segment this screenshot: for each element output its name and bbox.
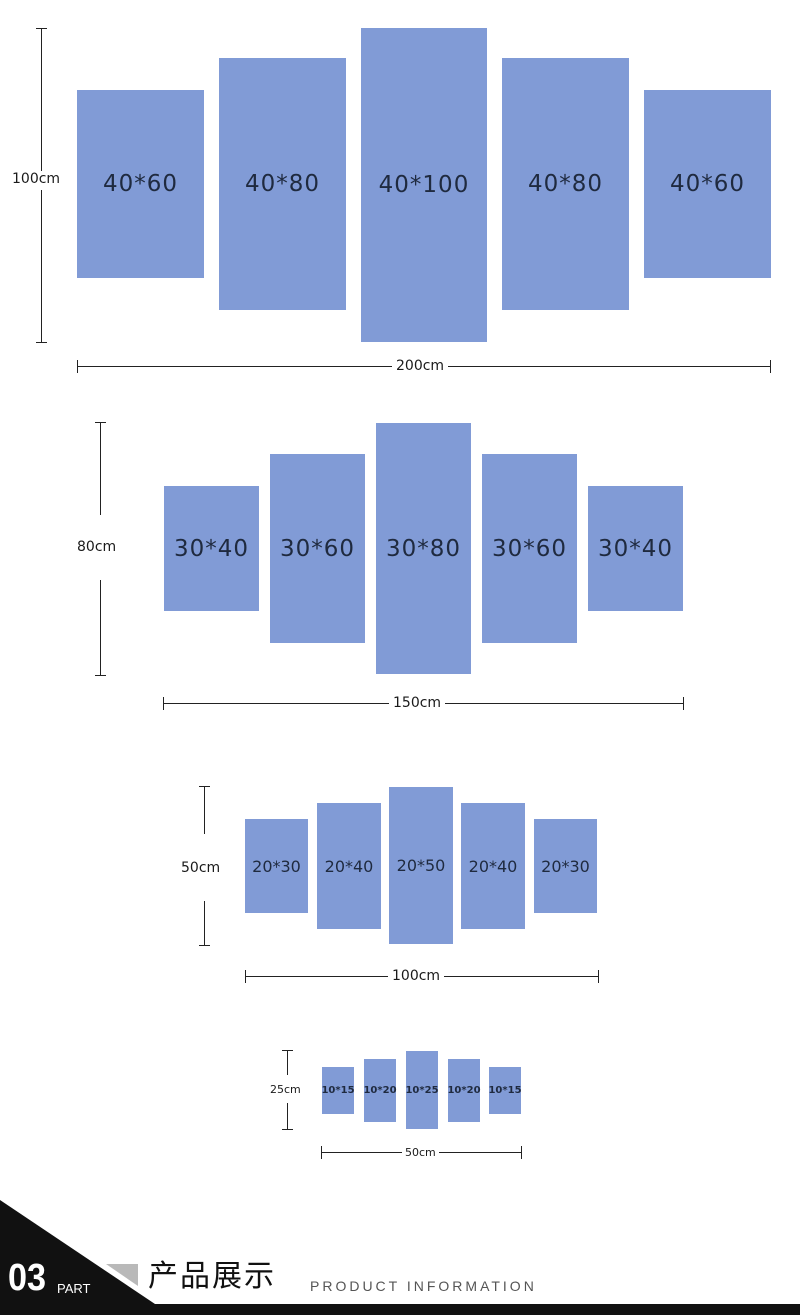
panel-size-label: 20*30 xyxy=(541,856,590,876)
canvas-panel: 30*40 xyxy=(164,486,259,611)
dimension-cap xyxy=(199,786,210,787)
dimension-cap xyxy=(282,1050,293,1051)
canvas-panel: 30*80 xyxy=(376,423,471,674)
dimension-cap xyxy=(36,28,47,29)
panel-size-label: 40*60 xyxy=(669,171,746,197)
width-label: 200cm xyxy=(392,358,449,374)
panel-size-label: 20*30 xyxy=(252,856,301,876)
panel-size-label: 30*60 xyxy=(279,535,356,562)
dimension-cap xyxy=(36,342,47,343)
canvas-panel: 20*40 xyxy=(317,803,381,929)
height-label: 25cm xyxy=(270,1083,301,1096)
section-header: 03 PART 产品展示 PRODUCT INFORMATION xyxy=(0,1200,800,1315)
panel-size-label: 40*60 xyxy=(102,171,179,197)
width-dimension-line xyxy=(163,703,683,704)
canvas-panel: 10*20 xyxy=(363,1059,397,1122)
width-dimension-line xyxy=(321,1152,522,1153)
panel-size-label: 30*40 xyxy=(173,535,250,562)
canvas-panel: 40*80 xyxy=(219,58,346,310)
canvas-panel: 10*20 xyxy=(447,1059,481,1122)
dimension-cap xyxy=(282,1129,293,1130)
section-corner-triangle xyxy=(0,1200,155,1304)
panel-size-label: 40*80 xyxy=(244,171,321,197)
height-label: 100cm xyxy=(12,171,61,187)
dimension-cap xyxy=(321,1146,322,1159)
section-part-label: PART xyxy=(57,1281,91,1296)
width-label: 150cm xyxy=(389,695,446,711)
canvas-panel: 10*15 xyxy=(488,1067,522,1114)
height-dimension-line xyxy=(100,580,101,675)
section-number: 03 xyxy=(8,1257,47,1299)
canvas-panel: 40*60 xyxy=(644,90,771,278)
height-dimension-line xyxy=(100,423,101,515)
panel-size-label: 10*15 xyxy=(321,1085,355,1096)
panel-size-label: 10*15 xyxy=(488,1085,522,1096)
panel-size-label: 20*50 xyxy=(396,856,446,875)
canvas-panel: 20*50 xyxy=(389,787,453,944)
section-underline-bar xyxy=(0,1304,800,1315)
section-title-cn: 产品展示 xyxy=(148,1259,276,1294)
dimension-cap xyxy=(245,970,246,983)
height-label: 80cm xyxy=(77,539,117,555)
panel-size-label: 20*40 xyxy=(324,856,374,876)
width-dimension-line xyxy=(245,976,598,977)
dimension-cap xyxy=(199,945,210,946)
dimension-cap xyxy=(163,697,164,710)
width-dimension-line xyxy=(77,366,771,367)
panel-size-label: 10*20 xyxy=(447,1085,481,1096)
panel-size-label: 40*100 xyxy=(378,172,470,198)
canvas-panel: 30*60 xyxy=(270,454,365,643)
panel-size-label: 40*80 xyxy=(527,171,604,197)
canvas-panel: 40*100 xyxy=(361,28,487,342)
height-dimension-line xyxy=(287,1051,288,1075)
dimension-cap xyxy=(95,422,106,423)
height-dimension-line xyxy=(287,1103,288,1129)
dimension-cap xyxy=(770,360,771,373)
canvas-panel: 30*60 xyxy=(482,454,577,643)
panel-size-label: 30*80 xyxy=(385,535,462,562)
panel-size-label: 30*60 xyxy=(491,535,568,562)
width-label: 50cm xyxy=(402,1146,439,1159)
height-dimension-line xyxy=(204,787,205,834)
height-dimension-line xyxy=(204,901,205,945)
height-dimension-line xyxy=(41,190,42,342)
height-label: 50cm xyxy=(181,860,221,876)
dimension-cap xyxy=(683,697,684,710)
panel-size-label: 30*40 xyxy=(597,535,674,562)
canvas-panel: 20*30 xyxy=(245,819,308,913)
dimension-cap xyxy=(598,970,599,983)
section-wedge-decoration xyxy=(106,1264,138,1286)
section-title-en: PRODUCT INFORMATION xyxy=(310,1278,537,1294)
width-label: 100cm xyxy=(388,968,445,984)
panel-size-label: 10*20 xyxy=(363,1085,397,1096)
canvas-panel: 20*30 xyxy=(534,819,597,913)
panel-size-label: 20*40 xyxy=(468,856,518,876)
dimension-cap xyxy=(521,1146,522,1159)
canvas-panel: 10*15 xyxy=(321,1067,355,1114)
canvas-panel: 40*80 xyxy=(502,58,629,310)
dimension-cap xyxy=(95,675,106,676)
dimension-cap xyxy=(77,360,78,373)
canvas-panel: 40*60 xyxy=(77,90,204,278)
panel-size-label: 10*25 xyxy=(405,1084,439,1096)
canvas-panel: 20*40 xyxy=(461,803,525,929)
height-dimension-line xyxy=(41,29,42,171)
canvas-panel: 30*40 xyxy=(588,486,683,611)
canvas-panel: 10*25 xyxy=(405,1051,439,1129)
